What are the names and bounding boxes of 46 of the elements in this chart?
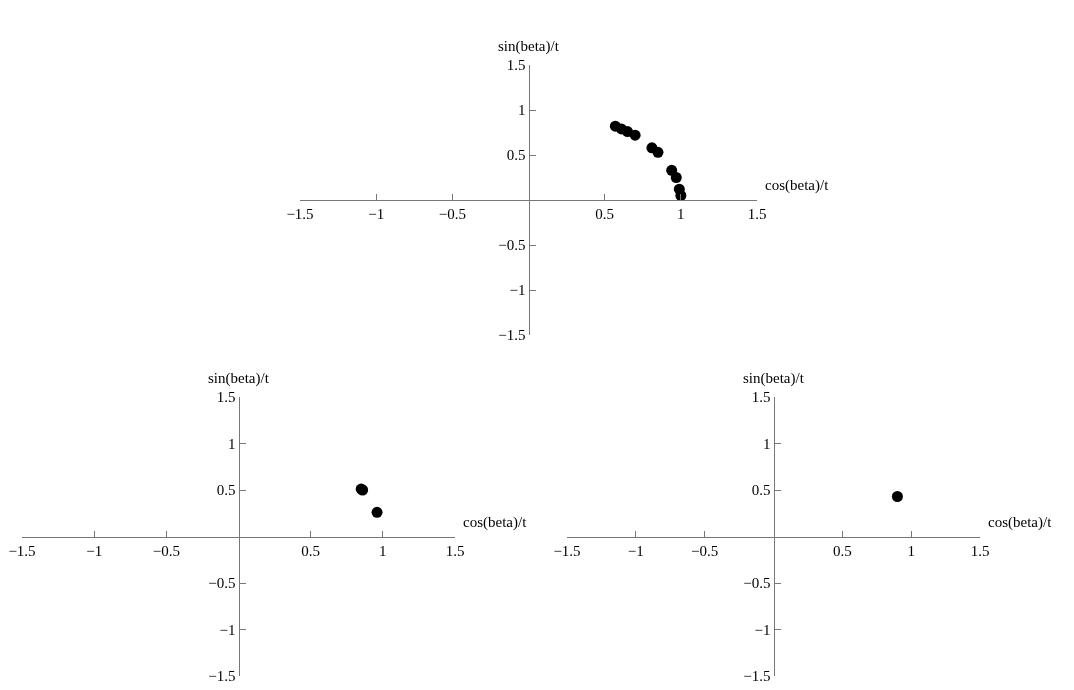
y-axis-title: sin(beta)/t <box>498 37 559 55</box>
y-tick-label: −1.5 <box>208 668 236 685</box>
y-tick-label: 0.5 <box>506 147 526 164</box>
y-tick-label: 1.5 <box>751 389 771 406</box>
y-tick-label: −1 <box>754 621 771 638</box>
y-tick-label: −1.5 <box>743 668 771 685</box>
y-tick-label: 1.5 <box>216 389 236 406</box>
point <box>629 129 641 141</box>
x-tick-label: −0.5 <box>152 542 180 559</box>
point <box>371 506 383 518</box>
point <box>675 190 687 201</box>
x-axis-title: cos(beta)/t <box>463 512 527 531</box>
y-axis-title: sin(beta)/t <box>208 369 269 387</box>
x-tick-label: 1 <box>677 206 685 222</box>
y-tick-label: 1 <box>518 102 526 119</box>
x-tick-label: 0.5 <box>595 206 615 222</box>
x-tick-label: −0.5 <box>691 542 719 559</box>
y-tick-label: 1.5 <box>506 57 526 74</box>
y-tick-label: 1 <box>228 435 236 452</box>
x-tick-label: −1.5 <box>553 542 581 559</box>
y-tick-label: 0.5 <box>216 482 236 499</box>
point <box>652 146 664 158</box>
y-axis-title: sin(beta)/t <box>743 369 804 387</box>
x-tick-label: 1.5 <box>970 542 990 559</box>
y-tick-label: −0.5 <box>498 237 526 254</box>
x-tick-label: 0.5 <box>301 542 321 559</box>
y-tick-label: 0.5 <box>751 482 771 499</box>
x-tick-label: 1 <box>379 542 387 559</box>
x-axis-title: cos(beta)/t <box>988 512 1052 531</box>
x-tick-label: −0.5 <box>438 206 466 222</box>
x-axis-title: cos(beta)/t <box>765 176 829 194</box>
x-tick-label: −1 <box>86 542 103 559</box>
x-tick-label: −1 <box>627 542 644 559</box>
x-tick-label: −1 <box>368 206 385 222</box>
x-tick-label: −1.5 <box>8 542 36 559</box>
y-tick-label: −1.5 <box>498 327 526 344</box>
y-tick-label: −0.5 <box>743 575 771 592</box>
y-tick-label: −1 <box>219 621 236 638</box>
y-tick-label: 1 <box>763 435 771 452</box>
y-tick-label: −0.5 <box>208 575 236 592</box>
x-tick-label: 0.5 <box>832 542 852 559</box>
x-tick-label: 1.5 <box>445 542 465 559</box>
point <box>670 172 682 183</box>
y-tick-label: −1 <box>509 282 526 299</box>
x-tick-label: −1.5 <box>286 206 314 222</box>
x-tick-label: 1 <box>907 542 915 559</box>
